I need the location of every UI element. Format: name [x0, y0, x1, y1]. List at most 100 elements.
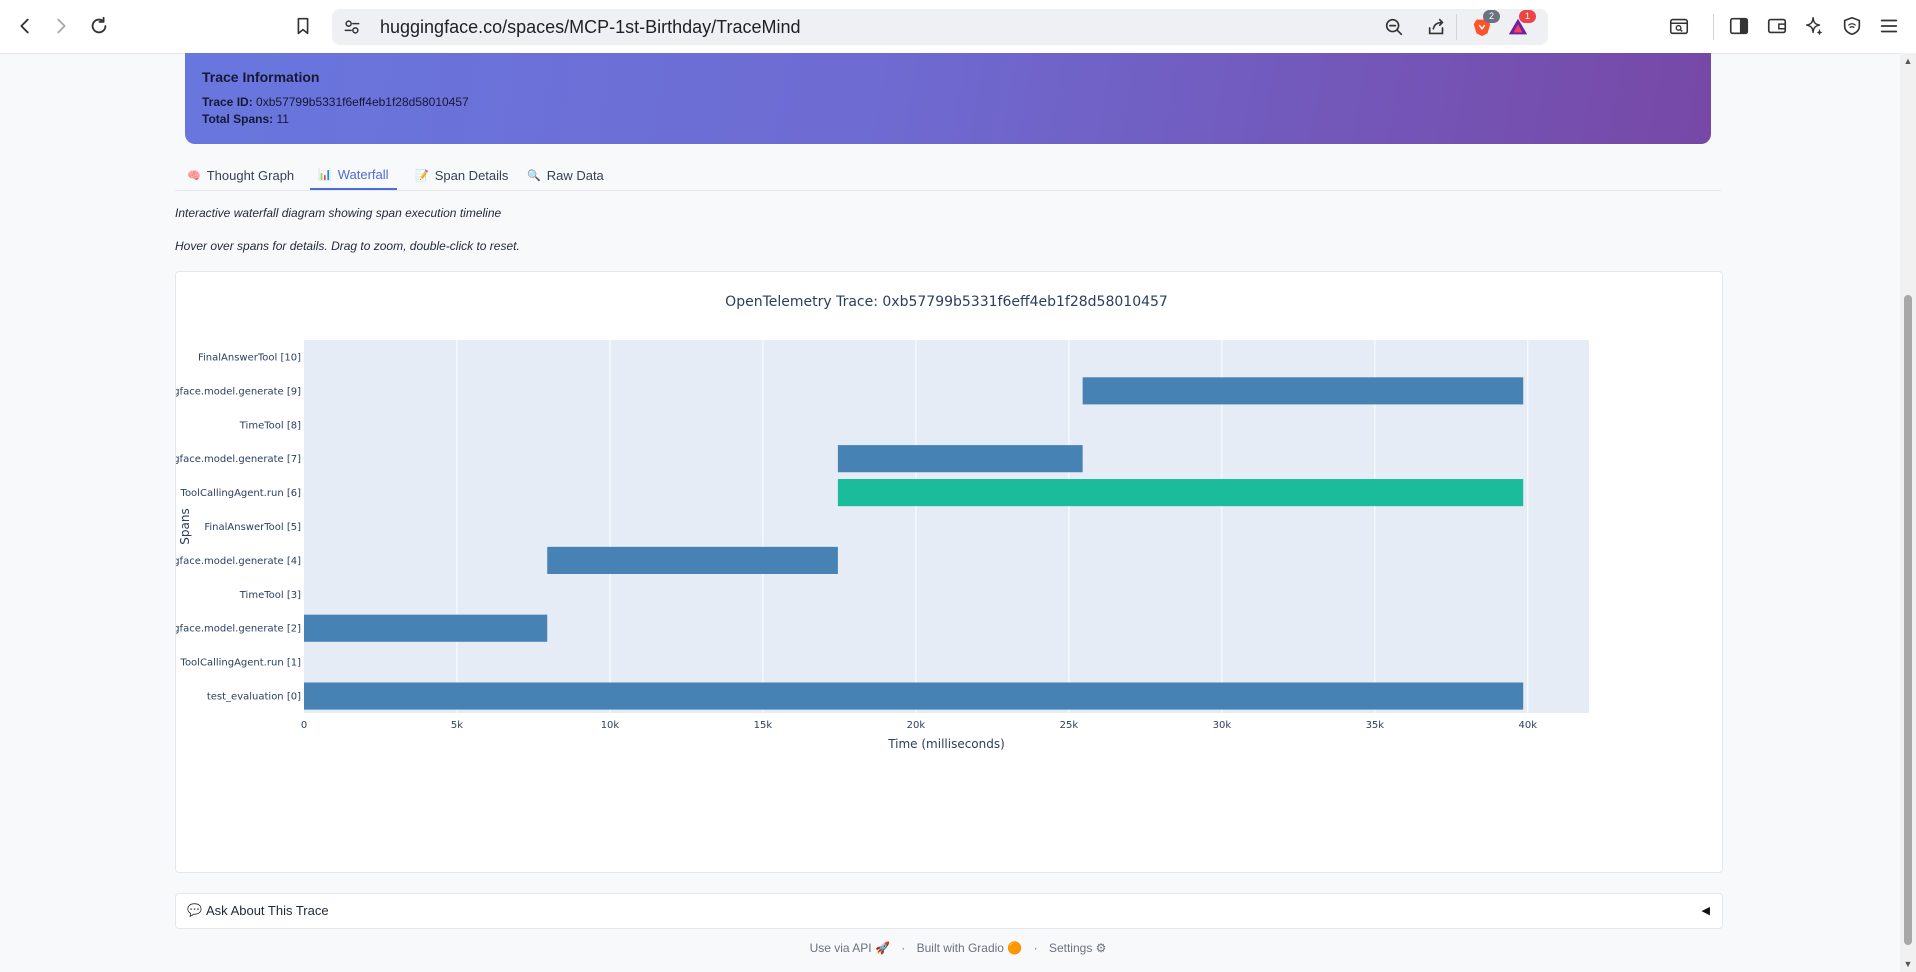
chart-title: OpenTelemetry Trace: 0xb57799b5331f6eff4…: [725, 294, 1168, 310]
tab-label: Thought Graph: [206, 167, 295, 183]
y-tick-label: test_evaluation [0]: [207, 692, 301, 703]
bookmark-button[interactable]: [289, 12, 317, 40]
built-with-gradio-link[interactable]: Built with Gradio 🟠: [917, 941, 1023, 955]
collapse-caret-icon[interactable]: ◀: [1701, 905, 1710, 917]
x-tick-label: 40k: [1519, 720, 1538, 731]
tab-raw-data[interactable]: 🔍 Raw Data: [519, 161, 612, 189]
y-tick-label: FinalAnswerTool [10]: [198, 352, 301, 363]
magnifier-icon: 🔍: [527, 169, 541, 182]
sparkle-icon: [1805, 17, 1823, 36]
use-via-api-label: Use via API: [809, 941, 872, 955]
ask-about-trace-accordion[interactable]: 💬 Ask About This Trace ◀: [175, 893, 1723, 929]
zoom-button[interactable]: [1382, 15, 1406, 39]
leo-ai-button[interactable]: [1800, 12, 1828, 40]
urlbar-divider: [1456, 14, 1457, 40]
tab-label: Span Details: [434, 167, 509, 183]
trace-information-card: Trace Information Trace ID: 0xb57799b533…: [185, 53, 1711, 144]
chat-icon: 💬: [187, 903, 202, 917]
scrollbar-thumb[interactable]: [1904, 295, 1912, 945]
tab-search-button[interactable]: [1665, 12, 1693, 40]
browser-toolbar: huggingface.co/spaces/MCP-1st-Birthday/T…: [0, 0, 1916, 54]
x-tick-label: 15k: [754, 720, 773, 731]
trace-id-line: Trace ID: 0xb57799b5331f6eff4eb1f28d5801…: [202, 95, 469, 109]
toolbar-divider: [1713, 14, 1714, 40]
scroll-up-arrow-icon[interactable]: ▲: [1903, 56, 1913, 66]
rewards-count-badge: 1: [1519, 10, 1536, 23]
trace-id-label: Trace ID:: [202, 95, 253, 109]
x-tick-label: 30k: [1213, 720, 1232, 731]
sidebar-button[interactable]: [1725, 12, 1753, 40]
x-axis-label: Time (milliseconds): [887, 737, 1005, 751]
shield-icon: [1843, 16, 1861, 36]
total-spans-value: 11: [276, 112, 289, 126]
rocket-icon: 🚀: [874, 941, 890, 955]
span-bar[interactable]: [837, 445, 1083, 473]
waterfall-chart-svg[interactable]: 0 5k 10k 15k 20k 25k 30k 35k 40k test_evaluation …: [176, 272, 1722, 872]
y-tick-label: ToolCallingAgent.run [1]: [180, 658, 302, 669]
tab-label: Waterfall: [337, 167, 389, 182]
ask-about-trace-label: Ask About This Trace: [206, 903, 329, 918]
footer-separator: ·: [1033, 941, 1038, 955]
arrow-left-icon: [20, 18, 29, 34]
total-spans-label: Total Spans:: [202, 112, 274, 126]
brave-lion-icon: [1473, 19, 1491, 37]
bookmark-icon: [297, 17, 309, 35]
settings-label: Settings: [1048, 941, 1093, 955]
site-settings-icon[interactable]: [342, 17, 362, 37]
x-tick-label: 5k: [451, 720, 463, 731]
y-tick-label: huggingface.model.generate [7]: [176, 454, 301, 465]
span-bar[interactable]: [1082, 377, 1524, 405]
forward-button[interactable]: [47, 12, 75, 40]
tab-span-details[interactable]: 📝 Span Details: [407, 161, 516, 189]
built-with-gradio-label: Built with Gradio: [916, 941, 1004, 955]
tab-search-icon: [1669, 18, 1689, 35]
brave-rewards-button[interactable]: 1: [1506, 10, 1536, 39]
waterfall-hint: Hover over spans for details. Drag to zo…: [175, 239, 520, 253]
address-bar[interactable]: huggingface.co/spaces/MCP-1st-Birthday/T…: [332, 9, 1548, 45]
main-menu-button[interactable]: [1875, 12, 1903, 40]
x-tick-label: 20k: [907, 720, 926, 731]
gear-icon: ⚙: [1095, 941, 1107, 955]
back-button[interactable]: [11, 12, 39, 40]
hamburger-menu-icon: [1880, 19, 1898, 33]
scroll-down-arrow-icon[interactable]: ▼: [1903, 959, 1913, 969]
share-icon: [1428, 18, 1444, 35]
y-tick-label: huggingface.model.generate [9]: [176, 386, 301, 397]
span-bar[interactable]: [304, 614, 548, 642]
zoom-out-icon: [1385, 18, 1403, 36]
trace-id-value: 0xb57799b5331f6eff4eb1f28d58010457: [256, 95, 469, 109]
x-tick-label: 35k: [1366, 720, 1385, 731]
span-bar[interactable]: [837, 479, 1524, 507]
brave-shields-button[interactable]: 2: [1470, 10, 1500, 39]
memo-icon: 📝: [415, 169, 429, 182]
span-bar[interactable]: [547, 546, 838, 574]
trace-info-title: Trace Information: [202, 69, 320, 85]
y-tick-label: TimeTool [3]: [239, 590, 301, 601]
url-text[interactable]: huggingface.co/spaces/MCP-1st-Birthday/T…: [380, 17, 801, 37]
tab-waterfall[interactable]: 📊 Waterfall: [310, 161, 397, 190]
y-axis-label: Spans: [178, 508, 192, 544]
use-via-api-link[interactable]: Use via API 🚀: [810, 941, 890, 955]
y-tick-label: huggingface.model.generate [4]: [176, 556, 301, 567]
share-button[interactable]: [1425, 15, 1449, 39]
y-tick-label: FinalAnswerTool [5]: [204, 522, 301, 533]
page-scrollbar[interactable]: ▲ ▼: [1900, 53, 1916, 972]
sidebar-icon: [1729, 17, 1749, 35]
bar-chart-icon: 📊: [318, 169, 332, 181]
y-tick-label: TimeTool [8]: [239, 420, 301, 431]
brain-icon: 🧠: [187, 169, 201, 182]
total-spans-line: Total Spans: 11: [202, 112, 289, 126]
y-tick-label: ToolCallingAgent.run [6]: [180, 488, 302, 499]
tab-label: Raw Data: [546, 167, 604, 183]
arrow-right-icon: [57, 18, 66, 34]
wallet-button[interactable]: [1763, 12, 1791, 40]
x-tick-label: 25k: [1060, 720, 1079, 731]
span-bar[interactable]: [304, 682, 1524, 710]
reload-button[interactable]: [85, 12, 113, 40]
tab-thought-graph[interactable]: 🧠 Thought Graph: [179, 161, 302, 189]
vpn-button[interactable]: [1838, 12, 1866, 40]
waterfall-plot[interactable]: 0 5k 10k 15k 20k 25k 30k 35k 40k test_evaluation …: [175, 271, 1723, 873]
settings-link[interactable]: Settings ⚙: [1049, 941, 1106, 955]
x-tick-label: 0: [301, 720, 307, 731]
shields-count-badge: 2: [1483, 10, 1500, 23]
